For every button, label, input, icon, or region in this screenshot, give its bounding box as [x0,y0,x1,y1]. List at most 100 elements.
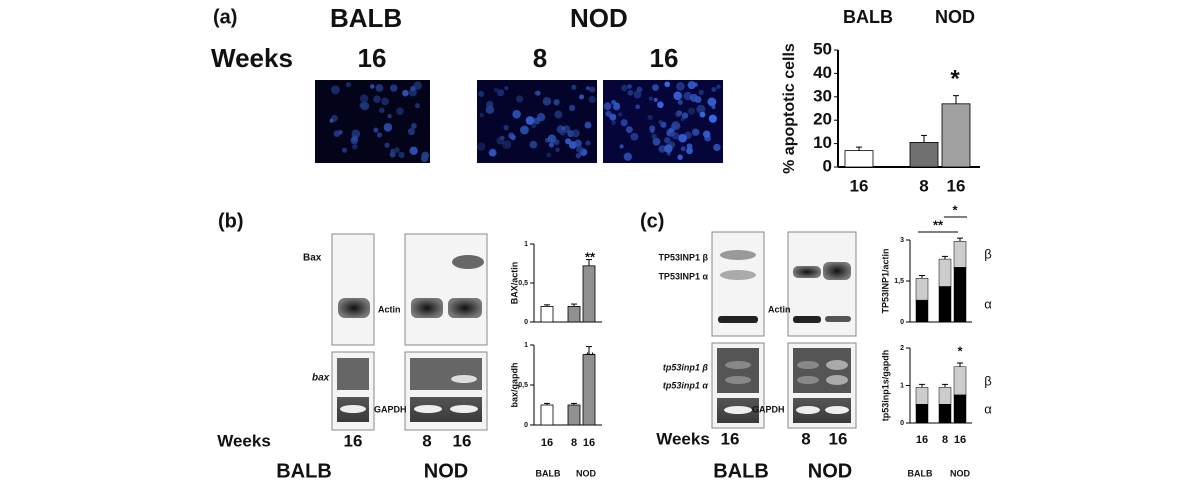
y-axis-label: tp53inp1s/gapdh [880,350,890,422]
strain-label: NOD [808,460,852,482]
cell-nucleus [341,147,348,153]
bar-segment [915,404,929,424]
cell-nucleus [658,120,663,125]
cell-nucleus [520,125,529,135]
significance: ** [585,249,596,264]
blot-band [793,266,821,278]
cell-nucleus [493,87,499,93]
y-tick-label: 0,5 [518,280,528,287]
week-label: 16 [358,43,387,73]
blot-band [452,255,484,269]
cell-nucleus [674,111,682,118]
cell-nucleus [702,130,711,138]
blot-band [825,316,851,322]
bar [540,305,554,323]
cell-nucleus [496,136,505,145]
cell-nucleus [510,134,516,141]
cell-nucleus [708,114,717,123]
blot [404,233,488,346]
cell-nucleus [568,141,577,149]
blot-band [411,298,443,318]
cell-nucleus [375,84,384,92]
cell-nucleus [329,118,334,123]
cell-nucleus [585,140,591,146]
gel-band [797,361,819,369]
gel-band [451,375,477,383]
blot-band [720,250,756,260]
cell-nucleus [345,82,352,88]
y-tick-label: 0 [900,319,904,326]
y-axis-label: BAX/actin [509,262,519,305]
cell-nucleus [627,84,632,89]
cell-nucleus [525,116,535,125]
gel-band [826,360,848,370]
cell-nucleus [589,86,596,93]
cell-nucleus [711,86,717,92]
bar [909,142,939,168]
cell-nucleus [351,135,358,142]
bar-segment [938,258,952,287]
cell-nucleus [409,146,418,156]
week-label: 8 [801,429,810,448]
cell-nucleus [635,104,641,110]
week-label: 8 [533,43,547,73]
x-tick-label: 8 [571,437,577,449]
bar [567,305,581,323]
bar [582,265,596,323]
cell-nucleus [649,125,656,132]
cell-nucleus [553,99,560,106]
x-tick-label: 16 [954,434,966,446]
bar-segment [915,387,929,405]
bar-segment [915,299,929,323]
group-label: BALB [536,468,561,478]
cell-nucleus [633,90,642,99]
cell-nucleus [381,97,389,106]
y-tick-label: 1,5 [894,278,904,285]
cell-nucleus [611,99,617,105]
cell-nucleus [687,81,696,90]
x-tick-label: 8 [919,176,928,195]
cell-nucleus [489,149,496,157]
cell-nucleus [713,143,721,152]
blot-label: Actin [768,304,791,314]
gel-band [340,405,366,413]
cell-nucleus [680,146,686,152]
cell-nucleus [548,142,555,148]
significance: * [950,65,960,92]
cell-nucleus [571,84,577,90]
week-label: 16 [453,431,472,450]
y-tick-label: 1 [524,241,528,248]
cell-nucleus [396,107,404,116]
bar [582,354,596,426]
bar-segment [915,278,929,301]
series-label: α [984,296,992,311]
cell-nucleus [657,101,664,109]
cell-nucleus [479,112,484,118]
cell-nucleus [663,137,671,144]
strain-label: BALB [276,460,332,482]
cell-nucleus [575,153,582,159]
y-tick-label: 30 [813,86,832,105]
y-tick-label: 40 [813,63,832,82]
blot-band [720,270,756,280]
blot-band [793,316,821,323]
strain-label: NOD [424,460,468,482]
cell-nucleus [683,91,693,101]
cell-nucleus [477,142,486,151]
y-tick-label: 50 [813,39,832,58]
cell-nucleus [677,154,683,160]
y-tick-label: 0,5 [518,382,528,389]
gel-label: bax [312,373,330,384]
y-tick-label: 2 [900,345,904,352]
cell-nucleus [333,130,341,138]
cell-nucleus [603,102,612,111]
cell-nucleus [674,123,681,130]
week-label: 16 [721,429,740,448]
cell-nucleus [687,107,696,115]
y-axis-label: % apoptotic cells [781,43,798,174]
group-label: BALB [908,468,933,478]
gel-label: GAPDH [752,404,785,414]
cell-nucleus [648,96,653,101]
cell-nucleus [571,129,580,138]
cell-nucleus [554,110,563,119]
